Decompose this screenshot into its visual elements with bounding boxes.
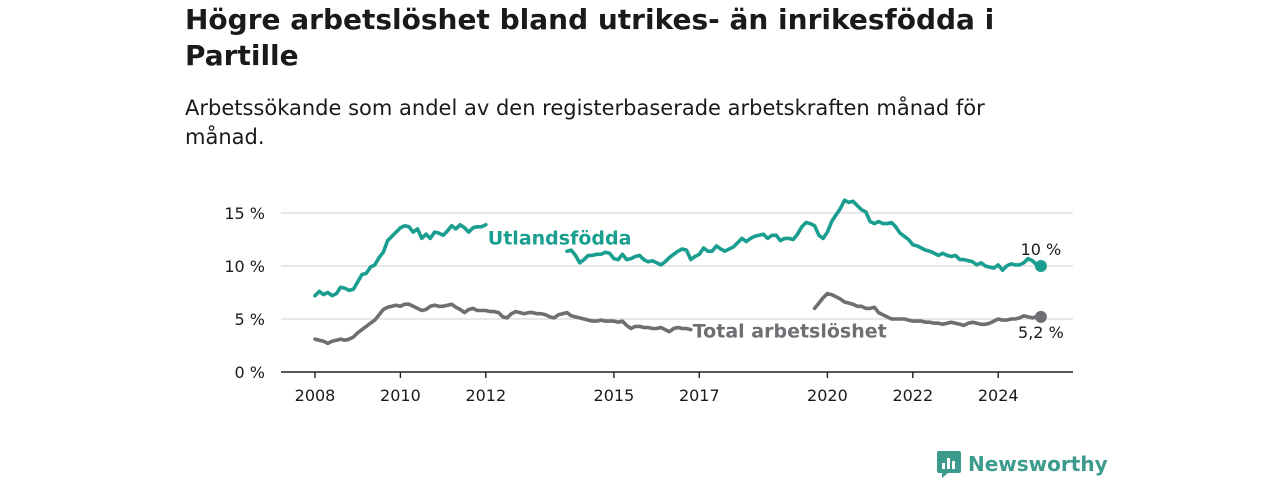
series-line-total-arbetsl-shet: [313, 302, 693, 346]
y-tick-label: 15 %: [224, 204, 265, 223]
series-line-total-arbetsl-shet: [812, 291, 1043, 328]
newsworthy-logo: Newsworthy: [936, 448, 1108, 480]
x-tick-label: 2022: [892, 386, 933, 405]
series-end-point-utlandsf-dda: [1034, 260, 1047, 272]
series-name-label-utlandsf-dda: Utlandsfödda: [488, 228, 632, 250]
end-value-label-total-arbetsl-shet: 5,2 %: [1018, 323, 1064, 342]
x-tick-label: 2008: [295, 386, 336, 405]
x-tick-label: 2010: [380, 386, 421, 405]
x-tick-label: 2012: [465, 386, 506, 405]
chart-subtitle: Arbetssökande som andel av den registerb…: [185, 96, 985, 149]
y-axis-labels: 0 % 5 % 10 % 15 %: [224, 204, 265, 382]
x-axis: 2008 2010 2012 2015 2017 2020 2022 2024: [281, 371, 1073, 405]
x-tick-label: 2015: [594, 386, 635, 405]
series-end-point-total-arbetsl-shet: [1034, 310, 1047, 323]
newsworthy-logo-icon: [937, 451, 961, 478]
y-tick-label: 10 %: [224, 257, 265, 276]
grid-lines: [281, 212, 1073, 320]
series-name-label-total-arbetsl-shet: Total arbetslöshet: [693, 321, 887, 343]
series-labels: 10 % Utlandsfödda 5,2 % Total arbetslöshet: [488, 228, 1064, 343]
series-lines: [313, 198, 1047, 346]
end-value-label-utlandsf-dda: 10 %: [1021, 240, 1062, 259]
y-tick-label: 0 %: [235, 363, 265, 382]
x-tick-label: 2020: [807, 386, 848, 405]
series-line-utlandsf-dda: [565, 198, 1043, 272]
series-line-utlandsf-dda: [313, 222, 488, 298]
y-tick-label: 5 %: [235, 310, 265, 329]
x-tick-label: 2024: [978, 386, 1019, 405]
chart-title: Högre arbetslöshet bland utrikes- än inr…: [185, 3, 995, 72]
x-tick-label: 2017: [679, 386, 720, 405]
newsworthy-logo-text: Newsworthy: [968, 452, 1108, 476]
